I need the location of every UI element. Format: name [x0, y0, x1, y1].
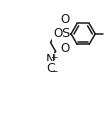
- Text: N: N: [46, 53, 55, 66]
- Text: C: C: [46, 62, 55, 75]
- Text: O: O: [60, 13, 70, 26]
- Text: O: O: [53, 27, 62, 40]
- Text: O: O: [60, 42, 70, 55]
- Text: −: −: [50, 67, 57, 76]
- Text: +: +: [50, 53, 57, 62]
- Text: S: S: [61, 27, 69, 40]
